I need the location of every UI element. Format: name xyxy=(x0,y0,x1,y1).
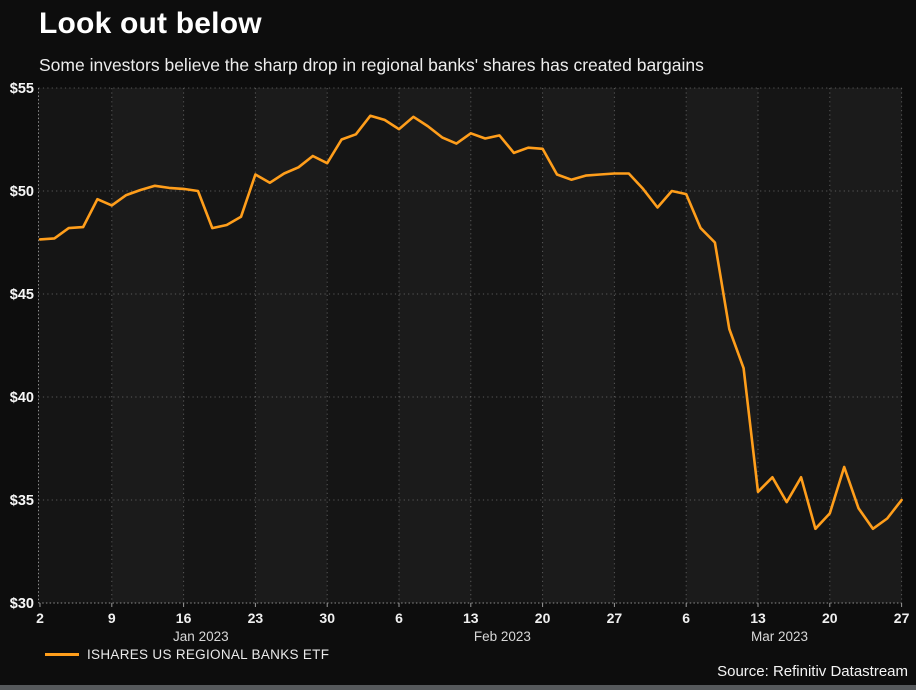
x-tick-label: 20 xyxy=(822,610,838,626)
plot-band xyxy=(183,88,256,603)
x-tick-label: 6 xyxy=(395,610,403,626)
window-edge-bar xyxy=(0,685,916,690)
x-tick-label: 9 xyxy=(108,610,116,626)
chart-title: Look out below xyxy=(39,7,262,40)
x-month-label: Feb 2023 xyxy=(474,629,531,644)
plot-band xyxy=(399,88,471,603)
x-tick-label: 2 xyxy=(36,610,44,626)
y-tick-label: $30 xyxy=(10,596,34,612)
plot-band xyxy=(686,88,758,603)
y-tick-label: $45 xyxy=(10,287,34,303)
x-month-label: Mar 2023 xyxy=(751,629,808,644)
plot-band xyxy=(38,88,112,603)
price-line xyxy=(38,114,903,531)
plot-band xyxy=(327,88,399,603)
x-tick-label: 27 xyxy=(894,610,910,626)
x-tick-label: 23 xyxy=(248,610,264,626)
legend: ISHARES US REGIONAL BANKS ETF xyxy=(45,645,329,663)
plot-band xyxy=(542,88,615,603)
chart-subtitle: Some investors believe the sharp drop in… xyxy=(39,55,704,75)
y-tick-label: $55 xyxy=(10,81,34,97)
legend-line-swatch xyxy=(45,652,79,656)
x-tick-label: 20 xyxy=(535,610,551,626)
x-tick-label: 13 xyxy=(750,610,766,626)
x-tick-label: 13 xyxy=(463,610,479,626)
y-tick-label: $35 xyxy=(10,493,34,509)
plot-band xyxy=(614,88,687,603)
y-tick-label: $50 xyxy=(10,184,34,200)
x-month-label: Jan 2023 xyxy=(173,629,229,644)
x-tick-label: 30 xyxy=(319,610,335,626)
plot-band xyxy=(111,88,184,603)
source-note: Source: Refinitiv Datastream xyxy=(717,663,908,680)
plot-band xyxy=(255,88,328,603)
legend-label: ISHARES US REGIONAL BANKS ETF xyxy=(87,646,330,662)
x-tick-label: 27 xyxy=(607,610,623,626)
plot-band xyxy=(470,88,543,603)
x-tick-label: 6 xyxy=(682,610,690,626)
plot-band xyxy=(829,88,902,603)
x-tick-label: 16 xyxy=(176,610,192,626)
y-tick-label: $40 xyxy=(10,390,34,406)
plot-band xyxy=(758,88,830,603)
